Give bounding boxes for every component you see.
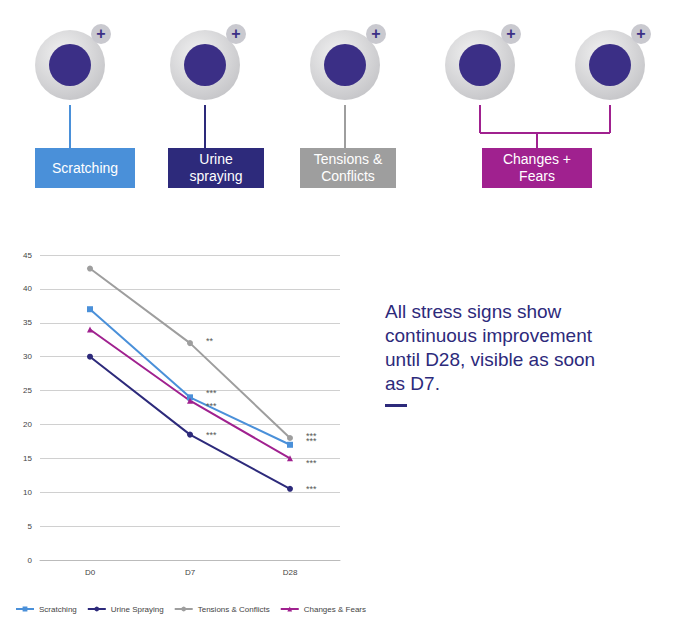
- svg-text:Tensions & Conflicts: Tensions & Conflicts: [198, 605, 270, 614]
- svg-text:***: ***: [206, 388, 217, 398]
- svg-text:***: ***: [306, 431, 317, 441]
- svg-text:**: **: [206, 336, 214, 346]
- svg-text:35: 35: [23, 318, 32, 327]
- html-text:Scratching: Scratching: [51, 159, 119, 176]
- html-text:Urine spraying: Urine spraying: [189, 151, 243, 184]
- svg-text:***: ***: [306, 484, 317, 494]
- svg-text:Urine Spraying: Urine Spraying: [111, 605, 164, 614]
- svg-text:Changes & Fears: Changes & Fears: [304, 605, 366, 614]
- svg-text:Scratching: Scratching: [39, 605, 77, 614]
- svg-text:***: ***: [206, 401, 217, 411]
- svg-text:D0: D0: [85, 568, 96, 577]
- svg-text:40: 40: [23, 284, 32, 293]
- svg-text:15: 15: [23, 454, 32, 463]
- svg-text:***: ***: [206, 430, 217, 440]
- svg-text:D7: D7: [185, 568, 196, 577]
- html-text:All stress signs show continuo: All stress signs show continuous improve…: [385, 301, 596, 394]
- svg-text:***: ***: [306, 458, 317, 468]
- svg-text:25: 25: [23, 386, 32, 395]
- svg-text:0: 0: [28, 556, 33, 565]
- html-text:Changes + Fears: Changes + Fears: [502, 151, 571, 184]
- svg-text:30: 30: [23, 352, 32, 361]
- svg-text:D28: D28: [283, 568, 298, 577]
- html-text:Tensions & Conflicts: Tensions & Conflicts: [313, 151, 383, 184]
- svg-text:10: 10: [23, 488, 32, 497]
- svg-text:20: 20: [23, 420, 32, 429]
- svg-text:5: 5: [28, 522, 33, 531]
- svg-text:45: 45: [23, 251, 32, 260]
